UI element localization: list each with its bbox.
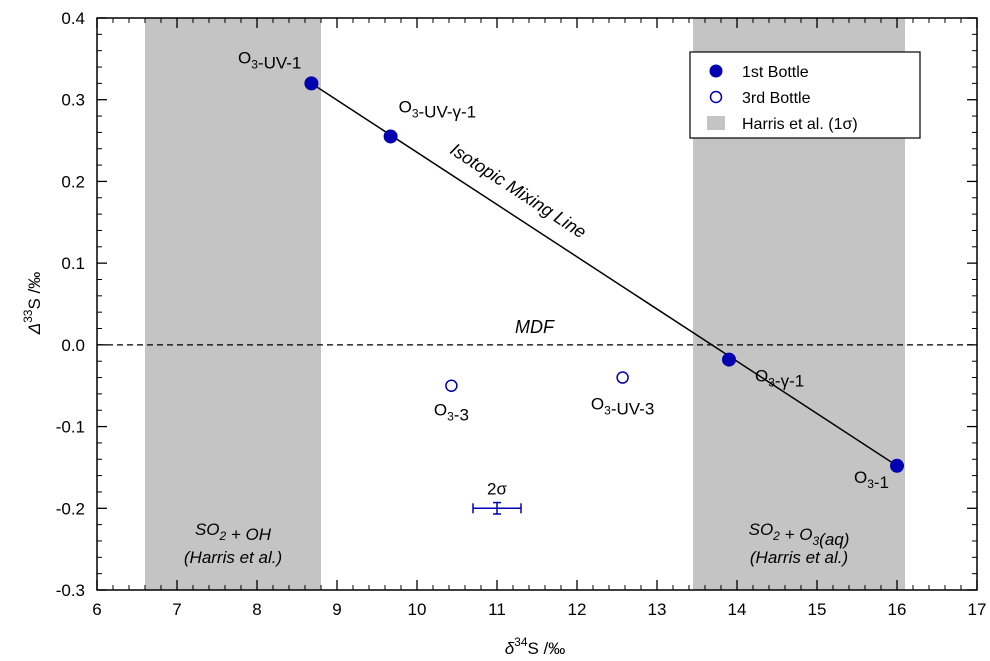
x-axis-title: δ34S /‰ bbox=[505, 635, 566, 658]
x-tick-label-12: 12 bbox=[568, 600, 587, 619]
point-2-2 bbox=[616, 371, 629, 384]
point-1-1 bbox=[304, 76, 319, 91]
legend-label-3: Harris et al. (1σ) bbox=[742, 116, 858, 133]
y-axis-title: Δ33S /‰ bbox=[21, 272, 44, 336]
marks-layer bbox=[304, 76, 904, 515]
y-tick-label--0.3: -0.3 bbox=[56, 581, 85, 600]
band-1 bbox=[145, 18, 321, 590]
point-label-1-1: O3-UV-1 bbox=[238, 48, 301, 72]
legend-marker-1st-bottle bbox=[709, 64, 723, 78]
band-2-label-line1: SO2 + O3(aq) bbox=[749, 520, 850, 549]
x-tick-label-9: 9 bbox=[332, 600, 341, 619]
y-tick-label--0.1: -0.1 bbox=[56, 418, 85, 437]
point-label-1-3: O3-γ-1 bbox=[755, 367, 804, 391]
legend-marker-harris bbox=[707, 116, 725, 130]
point-label-2-2: O3-UV-3 bbox=[591, 395, 654, 419]
x-tick-label-16: 16 bbox=[888, 600, 907, 619]
y-tick-label-0.1: 0.1 bbox=[61, 254, 85, 273]
mdf-label: MDF bbox=[515, 317, 555, 337]
x-tick-label-15: 15 bbox=[808, 600, 827, 619]
legend-marker-3rd-bottle bbox=[709, 90, 723, 104]
x-tick-label-11: 11 bbox=[488, 600, 506, 619]
legend-box bbox=[689, 51, 921, 139]
point-label-1-2: O3-UV-γ-1 bbox=[399, 97, 477, 121]
ticks-layer: 6 7 8 9 10 11 12 13 14 15 16 17 -0.3 -0.2 -0.1 0.0 0.1 0.… bbox=[56, 9, 987, 619]
legend-label-1: 1st Bottle bbox=[742, 64, 809, 81]
mixing-line bbox=[310, 82, 898, 467]
legend: 1st Bottle 3rd Bottle Harris et al. (1σ) bbox=[689, 51, 921, 139]
plot-frame bbox=[96, 17, 978, 591]
x-tick-label-8: 8 bbox=[252, 600, 261, 619]
y-tick-label-0.0: 0.0 bbox=[61, 336, 85, 355]
x-tick-label-10: 10 bbox=[408, 600, 427, 619]
legend-label-2: 3rd Bottle bbox=[742, 90, 811, 107]
x-tick-label-17: 17 bbox=[968, 600, 987, 619]
band-2-label-line2: (Harris et al.) bbox=[750, 548, 848, 567]
x-tick-label-13: 13 bbox=[648, 600, 667, 619]
band-1-label-line1: SO2 + OH bbox=[195, 520, 272, 544]
y-tick-label-0.3: 0.3 bbox=[61, 91, 85, 110]
plot-frame-layer bbox=[96, 17, 978, 591]
point-2-1 bbox=[445, 379, 458, 392]
point-1-4 bbox=[890, 458, 904, 473]
point-label-2-1: O3-3 bbox=[434, 401, 469, 425]
x-tick-label-14: 14 bbox=[728, 600, 747, 619]
point-1-2 bbox=[383, 129, 398, 144]
error-bar-label: 2σ bbox=[487, 479, 507, 498]
x-tick-label-6: 6 bbox=[92, 600, 101, 619]
mixing-line-label: Isotopic Mixing Line bbox=[447, 139, 590, 242]
y-tick-label-0.2: 0.2 bbox=[61, 172, 85, 191]
point-label-1-4: O3-1 bbox=[854, 468, 889, 492]
band-1-label-line2: (Harris et al.) bbox=[184, 548, 282, 567]
lines-layer bbox=[97, 82, 977, 467]
y-tick-label-0.4: 0.4 bbox=[61, 9, 85, 28]
point-1-3 bbox=[722, 352, 736, 367]
x-tick-label-7: 7 bbox=[172, 600, 181, 619]
y-tick-label--0.2: -0.2 bbox=[56, 499, 85, 518]
